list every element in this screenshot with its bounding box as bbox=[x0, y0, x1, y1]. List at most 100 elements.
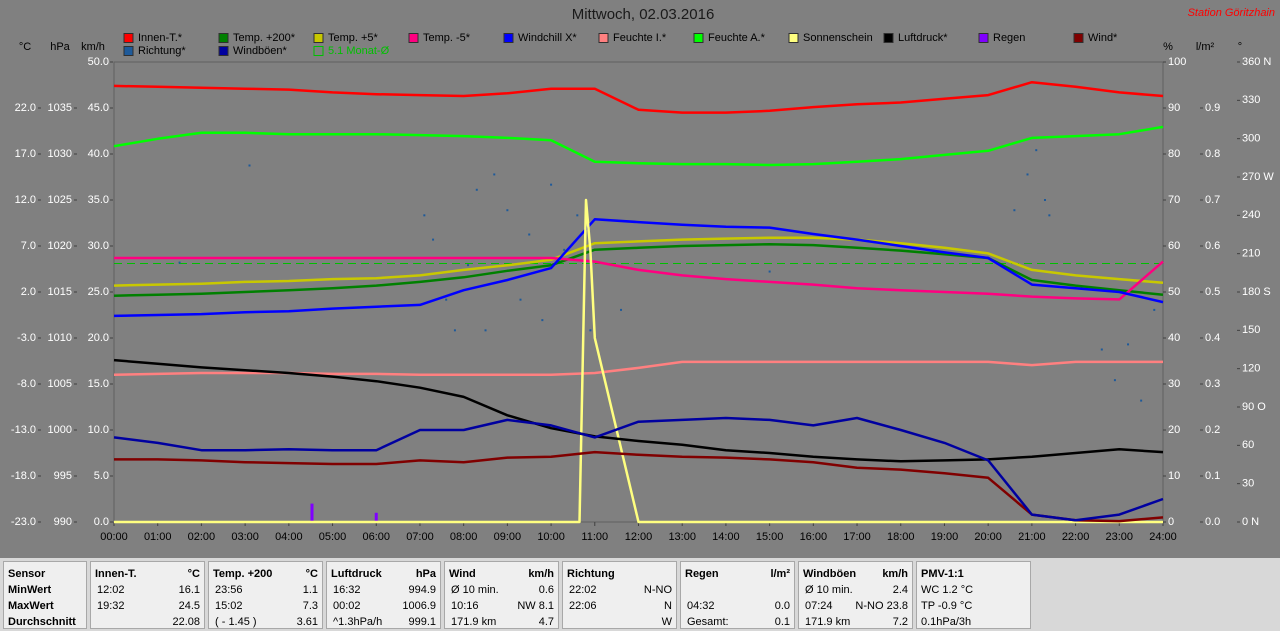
legend-swatch bbox=[788, 33, 799, 43]
stat-value: WC 1.2 °C bbox=[921, 584, 974, 596]
x-tick-label: 02:00 bbox=[188, 531, 216, 543]
y-tick-label: 990 bbox=[54, 516, 72, 528]
scatter-point bbox=[519, 298, 522, 301]
legend-label: Luftdruck* bbox=[898, 32, 948, 44]
chart: Mittwoch, 02.03.2016 Station Göritzhain … bbox=[11, 6, 1275, 543]
y-tick-label: 10 bbox=[1168, 470, 1180, 482]
y-tick-label: 0 bbox=[1168, 516, 1174, 528]
group-header: km/h bbox=[882, 568, 908, 580]
stat-value: 171.9 km bbox=[805, 616, 851, 628]
x-tick-label: 11:00 bbox=[581, 531, 608, 543]
x-tick-label: 12:00 bbox=[625, 531, 653, 543]
y-tick-label: 1010 bbox=[48, 332, 72, 344]
stat-value: ( - 1.45 ) bbox=[215, 616, 257, 628]
y-tick-label: 5.0 bbox=[94, 470, 109, 482]
stat-value: Ø 10 min. bbox=[805, 584, 853, 596]
group-header: Luftdruck bbox=[331, 568, 382, 580]
legend-swatch bbox=[978, 33, 989, 43]
x-tick-label: 06:00 bbox=[362, 531, 390, 543]
axis-title: hPa bbox=[50, 41, 70, 53]
stats-panel: Sensor MinWert MaxWert Durchschnitt Innen-T.… bbox=[0, 558, 1280, 631]
group-header: Regen bbox=[685, 568, 719, 580]
y-tick-label: -18.0 bbox=[11, 470, 36, 482]
axis-title: l/m² bbox=[1196, 41, 1215, 53]
scatter-point bbox=[178, 261, 181, 264]
stats-group: Innen-T. °C 12:02 16.1 19:32 24.5 22.08 bbox=[90, 561, 205, 629]
y-tick-label: -3.0 bbox=[17, 332, 36, 344]
y-tick-label: 1025 bbox=[48, 194, 72, 206]
x-tick-label: 23:00 bbox=[1106, 531, 1134, 543]
y-tick-label: -13.0 bbox=[11, 424, 36, 436]
axis-title: km/h bbox=[81, 41, 105, 53]
legend-swatch bbox=[693, 33, 704, 43]
x-tick-label: 07:00 bbox=[406, 531, 434, 543]
y-tick-label: 0.4 bbox=[1205, 332, 1220, 344]
legend-label: Windchill X* bbox=[518, 32, 577, 44]
y-tick-label: 20 bbox=[1168, 424, 1180, 436]
x-tick-label: 03:00 bbox=[231, 531, 259, 543]
legend-swatch bbox=[598, 33, 609, 43]
stat-value: TP -0.9 °C bbox=[921, 600, 973, 612]
legend-swatch bbox=[1073, 33, 1084, 43]
y-tick-label: 1030 bbox=[48, 148, 72, 160]
y-tick-label: 995 bbox=[54, 470, 72, 482]
legend-label: 5.1 Monat-Ø bbox=[328, 45, 390, 57]
legend-label: Wind* bbox=[1088, 32, 1118, 44]
stat-value: 22:02 bbox=[569, 584, 597, 596]
scatter-point bbox=[1127, 343, 1130, 346]
legend-label: Temp. -5* bbox=[423, 32, 471, 44]
stat-value: 0.1 bbox=[774, 616, 790, 628]
legend-swatch bbox=[883, 33, 894, 43]
x-tick-label: 24:00 bbox=[1149, 531, 1177, 543]
stat-value: 22:06 bbox=[569, 600, 597, 612]
series-line bbox=[113, 218, 1164, 318]
scatter-point bbox=[445, 298, 448, 301]
y-tick-label: 40.0 bbox=[88, 148, 109, 160]
stat-value: 07:24 bbox=[805, 600, 833, 612]
y-tick-label: 100 bbox=[1168, 56, 1186, 68]
legend-swatch bbox=[313, 46, 324, 56]
group-header: °C bbox=[187, 568, 200, 580]
stat-value: 16:32 bbox=[333, 584, 361, 596]
group-header: Windböen bbox=[803, 568, 857, 580]
stat-value: 23:56 bbox=[215, 584, 243, 596]
x-tick-label: 21:00 bbox=[1018, 531, 1046, 543]
y-tick-label: 0.3 bbox=[1205, 378, 1220, 390]
y-tick-label: 70 bbox=[1168, 194, 1180, 206]
y-tick-label: 0.9 bbox=[1205, 102, 1220, 114]
scatter-point bbox=[432, 238, 435, 241]
plot-area bbox=[113, 61, 1164, 523]
y-tick-label: 150 bbox=[1242, 324, 1260, 336]
scatter-point bbox=[541, 319, 544, 322]
scatter-point bbox=[467, 264, 470, 267]
chart-title: Mittwoch, 02.03.2016 bbox=[572, 6, 715, 23]
y-tick-label: 0.1 bbox=[1205, 470, 1220, 482]
row-label: MaxWert bbox=[8, 600, 54, 612]
stats-group: Luftdruck hPa 16:32 994.9 00:02 1006.9 ^1.3hPa… bbox=[326, 561, 441, 629]
y-tick-label: 180 S bbox=[1242, 286, 1271, 298]
scatter-point bbox=[768, 270, 771, 273]
x-tick-label: 13:00 bbox=[668, 531, 696, 543]
y-tick-label: 0 N bbox=[1242, 516, 1259, 528]
stat-value: 0.6 bbox=[538, 584, 554, 596]
scatter-point bbox=[1035, 149, 1038, 152]
legend-swatch bbox=[408, 33, 419, 43]
y-tick-label: 0.0 bbox=[94, 516, 109, 528]
stat-value: 7.2 bbox=[892, 616, 908, 628]
legend-label: Temp. +5* bbox=[328, 32, 379, 44]
axis-title: °C bbox=[19, 41, 31, 53]
legend-swatch bbox=[218, 33, 229, 43]
scatter-point bbox=[1100, 348, 1103, 351]
group-header: Innen-T. bbox=[95, 568, 137, 580]
scatter-point bbox=[576, 214, 579, 217]
group-header: km/h bbox=[528, 568, 554, 580]
legend-swatch bbox=[123, 33, 134, 43]
x-tick-label: 05:00 bbox=[319, 531, 347, 543]
stat-value: 0.1hPa/3h bbox=[921, 616, 972, 628]
stats-group: Windböen km/h Ø 10 min. 2.4 07:24 N-NO 23.8 17… bbox=[798, 561, 913, 629]
x-tick-label: 08:00 bbox=[450, 531, 478, 543]
legend-swatch bbox=[313, 33, 324, 43]
stat-value: 04:32 bbox=[687, 600, 715, 612]
y-tick-label: 15.0 bbox=[88, 378, 109, 390]
y-tick-label: 0.0 bbox=[1205, 516, 1220, 528]
